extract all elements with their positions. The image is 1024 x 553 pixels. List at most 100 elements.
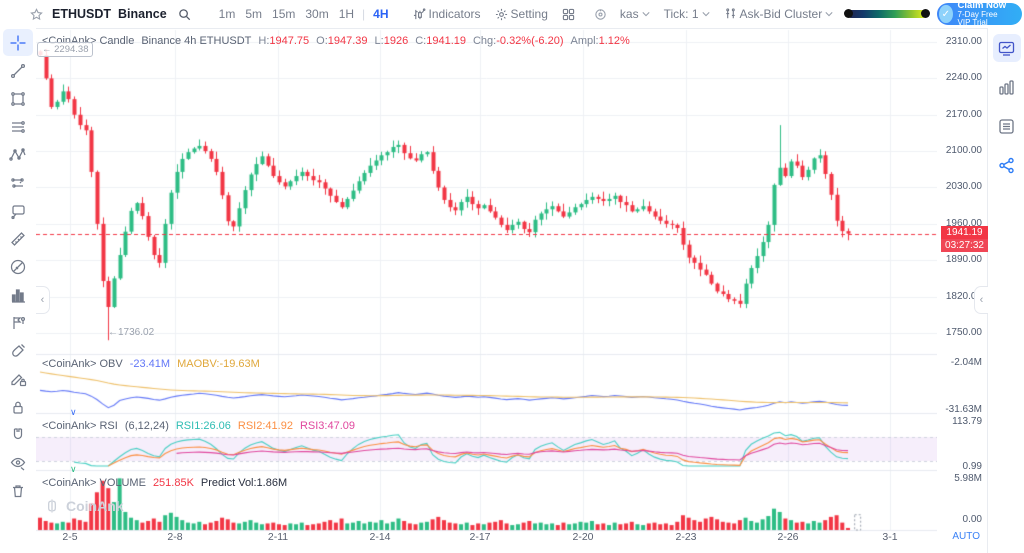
legend-item: 251.85K xyxy=(152,477,194,489)
chart-canvas[interactable] xyxy=(36,28,937,545)
chart-panel-icon[interactable] xyxy=(992,34,1021,62)
timeframe-1H[interactable]: 1H xyxy=(338,7,355,21)
auto-scale-button[interactable]: AUTO xyxy=(952,531,980,542)
eye-edit-icon[interactable] xyxy=(3,449,33,476)
time-axis-label: 3-1 xyxy=(882,531,898,543)
rectangle-icon[interactable] xyxy=(3,85,33,112)
legend-item: H: xyxy=(258,35,270,47)
legend-item: RSI3:47.09 xyxy=(299,420,355,432)
time-axis-label: 2-20 xyxy=(572,531,594,543)
tick-selector[interactable]: Tick: 1 xyxy=(664,7,710,21)
right-panel-collapse-handle[interactable]: ‹ xyxy=(974,286,988,314)
volume-axis-label: 5.98M xyxy=(954,473,982,484)
eraser-icon[interactable] xyxy=(3,253,33,280)
share-icon[interactable] xyxy=(993,151,1021,179)
legend-item: <CoinAnk> VOLUME xyxy=(42,477,146,489)
gradient-handle-left[interactable] xyxy=(844,9,854,18)
brush-icon[interactable] xyxy=(3,337,33,364)
symbol-name[interactable]: ETHUSDT xyxy=(52,7,112,21)
divider: | xyxy=(362,7,366,21)
volume-legend: <CoinAnk> VOLUME 251.85K Predict Vol:1.86M xyxy=(42,477,294,489)
setting-button[interactable]: Setting xyxy=(495,7,548,21)
legend-item: O: xyxy=(316,35,328,47)
main-chart-legend: <CoinAnk> Candle Binance 4h ETHUSDT H:1947… xyxy=(42,35,637,47)
timeframe-5m[interactable]: 5m xyxy=(245,7,263,21)
rsi-axis-label: 0.99 xyxy=(962,461,982,472)
price-axis-label: 1750.00 xyxy=(945,326,982,338)
legend-item: 1926 xyxy=(383,35,409,47)
current-price-badge: 1941.19 03:27:32 xyxy=(941,226,988,252)
gradient-handle-right[interactable] xyxy=(920,9,930,18)
session-low-marker: ←1736.02 xyxy=(108,327,155,338)
favorite-star-icon[interactable] xyxy=(30,7,46,21)
legend-item: (6,12,24) xyxy=(124,420,169,432)
price-axis-label: 1960.00 xyxy=(945,217,982,229)
crosshair-icon[interactable] xyxy=(3,29,33,56)
list-icon[interactable] xyxy=(993,112,1021,140)
coin-selector[interactable]: kas xyxy=(620,7,650,21)
legend-item: 1947.39 xyxy=(327,35,368,47)
rsi-axis-label: 113.79 xyxy=(952,416,982,427)
legend-item: <CoinAnk> RSI xyxy=(42,420,118,432)
lock-icon[interactable] xyxy=(3,393,33,420)
timeframe-active[interactable]: 4H xyxy=(373,7,389,21)
timeframe-15m[interactable]: 15m xyxy=(272,7,296,21)
price-axis-label: 2100.00 xyxy=(945,145,982,157)
callout-icon[interactable] xyxy=(3,197,33,224)
pane-collapse-icon[interactable]: ∨ xyxy=(70,464,77,474)
time-axis-label: 2-11 xyxy=(267,531,289,543)
legend-item: L: xyxy=(374,35,384,47)
right-sidebar xyxy=(987,28,1024,553)
exchange-name[interactable]: Binance xyxy=(118,7,167,21)
legend-item: Chg: xyxy=(472,35,497,47)
legend-item: MAOBV:-19.63M xyxy=(177,358,260,370)
bar-chart-icon[interactable] xyxy=(993,73,1021,101)
legend-item: <CoinAnk> OBV xyxy=(42,358,123,370)
magnet-icon[interactable] xyxy=(3,421,33,448)
legend-item: 1947.75 xyxy=(269,35,310,47)
parallel-lines-icon[interactable] xyxy=(3,169,33,196)
ask-bid-cluster-selector[interactable]: Ask-Bid Cluster xyxy=(724,7,834,21)
obv-axis-label: -2.04M xyxy=(950,357,982,368)
timeframe-list: 1m 5m 15m 30m 1H xyxy=(214,7,359,21)
vip-trial-button[interactable]: ✓ Claim Now 7-Day Free VIP Trial xyxy=(936,0,1023,27)
pane-collapse-icon[interactable]: ∨ xyxy=(70,407,77,417)
xabcd-pattern-icon[interactable] xyxy=(3,141,33,168)
vip-badge-icon: ✓ xyxy=(938,5,953,23)
pencil-lock-icon[interactable] xyxy=(3,365,33,392)
volume-axis-label: 0.00 xyxy=(962,514,982,525)
time-axis-label: 2-23 xyxy=(675,531,697,543)
price-axis-label: 2170.00 xyxy=(945,108,982,120)
trash-icon[interactable] xyxy=(3,477,33,504)
trend-line-icon[interactable] xyxy=(3,57,33,84)
legend-item: -0.32%(-6.20) xyxy=(496,35,564,47)
price-axis-label: 1890.00 xyxy=(945,254,982,266)
timeframe-1m[interactable]: 1m xyxy=(218,7,236,21)
flag-pin-icon[interactable] xyxy=(3,309,33,336)
obv-axis-label: -31.63M xyxy=(945,404,982,415)
camera-icon[interactable] xyxy=(594,8,610,21)
volume-profile-icon[interactable] xyxy=(3,281,33,308)
coinank-watermark: CoinAnk xyxy=(46,498,124,514)
time-axis-label: 2-8 xyxy=(167,531,183,543)
rsi-legend: <CoinAnk> RSI (6,12,24) RSI1:26.06 RSI2:41.… xyxy=(42,420,362,432)
legend-item: Binance 4h ETHUSDT xyxy=(141,35,252,47)
indicators-button[interactable]: Indicators xyxy=(413,7,481,21)
layout-grid-icon[interactable] xyxy=(562,8,578,21)
time-axis-label: 2-5 xyxy=(62,531,78,543)
legend-item: C: xyxy=(415,35,427,47)
timeframe-30m[interactable]: 30m xyxy=(305,7,329,21)
legend-item: 1.12% xyxy=(598,35,630,47)
price-axis-label: 2030.00 xyxy=(945,181,982,193)
legend-item: -23.41M xyxy=(129,358,171,370)
fib-retracement-icon[interactable] xyxy=(3,113,33,140)
heatmap-gradient-slider[interactable] xyxy=(844,9,930,18)
legend-item: RSI1:26.06 xyxy=(175,420,231,432)
top-toolbar: ETHUSDT Binance 1m 5m 15m 30m 1H | 4H Indica… xyxy=(0,0,1024,36)
left-panel-collapse-handle[interactable]: ‹ xyxy=(36,286,50,314)
price-axis-label: 1820.00 xyxy=(945,290,982,302)
search-icon[interactable] xyxy=(178,8,194,21)
ruler-icon[interactable] xyxy=(3,225,33,252)
legend-item: Ampl: xyxy=(570,35,599,47)
